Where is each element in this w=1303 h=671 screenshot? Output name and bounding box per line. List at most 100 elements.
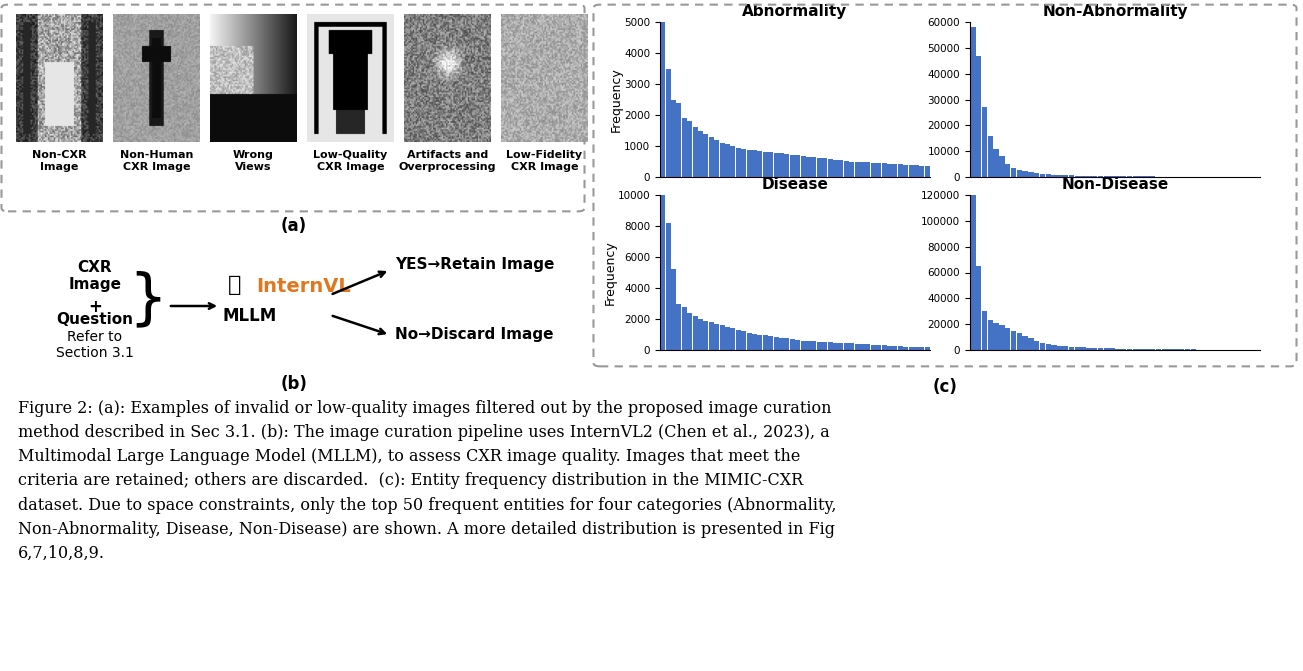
Bar — [757, 335, 762, 350]
Bar — [915, 165, 919, 177]
Text: MLLM: MLLM — [223, 307, 278, 325]
Bar — [988, 320, 993, 350]
Bar — [971, 195, 976, 350]
Bar — [1127, 176, 1132, 177]
Bar — [925, 166, 930, 177]
Text: CXR
Image: CXR Image — [69, 260, 121, 293]
Bar — [736, 148, 740, 177]
Text: No→Discard Image: No→Discard Image — [395, 327, 554, 342]
Bar — [784, 338, 790, 350]
Text: (b): (b) — [280, 375, 308, 393]
Bar — [855, 344, 860, 350]
Bar — [1092, 348, 1097, 350]
Bar — [774, 337, 778, 350]
Bar — [855, 162, 860, 177]
Text: YES→Retain Image: YES→Retain Image — [395, 258, 554, 272]
Bar — [795, 155, 800, 177]
Bar — [762, 152, 767, 177]
Bar — [882, 163, 886, 177]
Bar — [898, 346, 903, 350]
Bar — [774, 153, 778, 177]
Bar — [844, 343, 848, 350]
Bar — [800, 341, 805, 350]
Text: +: + — [89, 298, 102, 316]
Title: Non-Disease: Non-Disease — [1062, 177, 1169, 193]
Bar — [714, 323, 719, 350]
Bar — [893, 346, 898, 350]
Text: InternVL: InternVL — [255, 276, 351, 295]
Bar — [676, 303, 681, 350]
Bar — [822, 342, 827, 350]
Bar — [704, 321, 709, 350]
Bar — [661, 16, 665, 177]
Bar — [833, 343, 838, 350]
Bar — [1121, 349, 1126, 350]
Bar — [838, 343, 843, 350]
Bar — [779, 338, 784, 350]
Bar — [698, 319, 702, 350]
Bar — [779, 154, 784, 177]
Bar — [1109, 176, 1114, 177]
Bar — [731, 328, 735, 350]
Bar — [676, 103, 681, 177]
Bar — [976, 266, 981, 350]
Bar — [908, 165, 913, 177]
Bar — [807, 341, 810, 350]
Bar — [1011, 331, 1016, 350]
Bar — [1023, 336, 1028, 350]
Bar — [709, 322, 714, 350]
Bar — [752, 150, 757, 177]
Bar — [693, 127, 697, 177]
Bar — [1132, 349, 1138, 350]
Bar — [982, 107, 988, 177]
Bar — [988, 136, 993, 177]
Bar — [887, 164, 893, 177]
Bar — [800, 156, 805, 177]
Bar — [817, 158, 822, 177]
Bar — [993, 148, 998, 177]
Bar — [1005, 164, 1010, 177]
Bar — [993, 323, 998, 350]
Bar — [1023, 171, 1028, 177]
Bar — [860, 344, 865, 350]
Bar — [1046, 174, 1052, 177]
Bar — [1144, 349, 1149, 350]
Bar — [1028, 338, 1033, 350]
Bar — [1068, 175, 1074, 177]
Bar — [1052, 345, 1057, 350]
Bar — [795, 340, 800, 350]
Bar — [698, 130, 702, 177]
Bar — [1005, 328, 1010, 350]
Bar — [1035, 341, 1040, 350]
Text: Low-Quality
CXR Image: Low-Quality CXR Image — [314, 150, 387, 172]
Bar — [812, 157, 817, 177]
Bar — [1035, 173, 1040, 177]
Bar — [1127, 349, 1132, 350]
Bar — [1011, 168, 1016, 177]
Bar — [976, 56, 981, 177]
Bar — [817, 342, 822, 350]
Title: Abnormality: Abnormality — [743, 5, 848, 19]
Bar — [1087, 176, 1092, 177]
Bar — [1063, 175, 1068, 177]
Bar — [1080, 348, 1085, 350]
Bar — [1063, 346, 1068, 350]
Bar — [1028, 172, 1033, 177]
Bar — [784, 154, 790, 177]
Bar — [877, 345, 881, 350]
Bar — [982, 311, 988, 350]
Bar — [833, 160, 838, 177]
Text: Figure 2: ⁠(a): Examples of invalid or low-quality images filtered out by the pr: Figure 2: ⁠(a): Examples of invalid or l… — [18, 400, 837, 562]
Bar — [736, 330, 740, 350]
Bar — [687, 313, 692, 350]
Bar — [731, 146, 735, 177]
Bar — [1087, 348, 1092, 350]
Bar — [693, 316, 697, 350]
Bar — [681, 307, 687, 350]
Bar — [887, 346, 893, 350]
Bar — [769, 152, 773, 177]
Bar — [898, 164, 903, 177]
Bar — [671, 99, 676, 177]
Bar — [877, 163, 881, 177]
Text: Non-Human
CXR Image: Non-Human CXR Image — [120, 150, 193, 172]
